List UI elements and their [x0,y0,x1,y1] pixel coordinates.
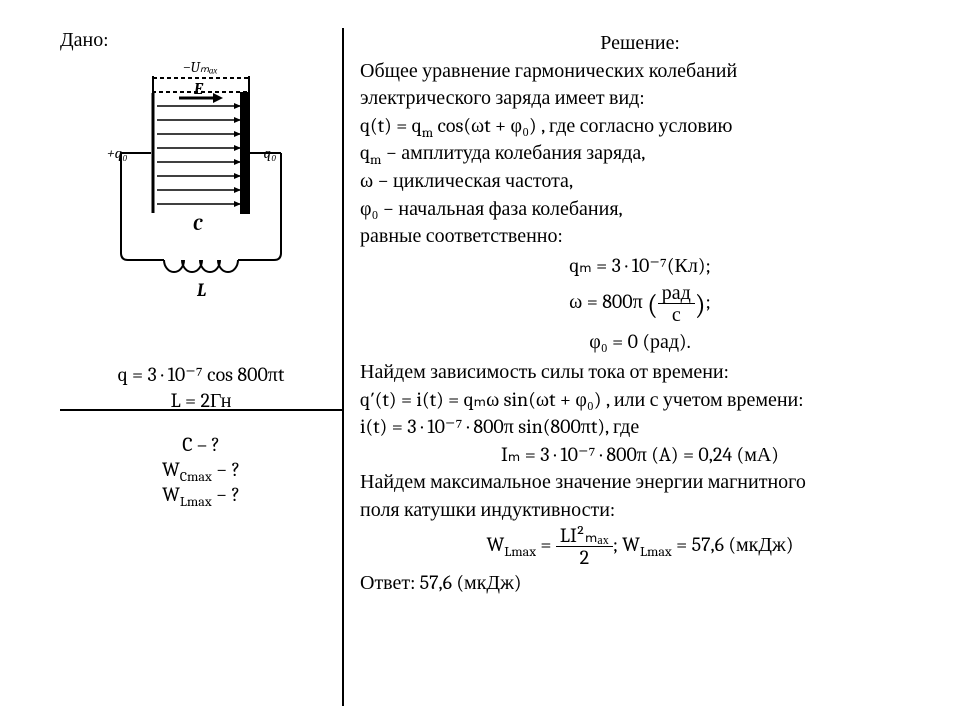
sol-line-5: ω − циклическая частота, [360,168,920,194]
sol-line-11: Найдем максимальное значение энергии маг… [360,469,920,495]
sol-line-4: qm − амплитуда колебания заряда, [360,140,920,166]
wl-lead: W [487,533,505,556]
wl-sub1: Lmax [504,543,536,560]
sol3b: cos(ωt + φ₀) , где согласно условию [433,114,732,137]
val-phi: φ₀ = 0 (рад). [589,329,691,355]
find-wl: WLmax − ? [60,483,342,506]
label-c: C [193,216,203,235]
omega-den: с [658,304,695,325]
sol-line-2: электрического заряда имеет вид: [360,85,920,111]
val-omega: ω = 800π (радс); [569,282,711,325]
sol-line-1: Общее уравнение гармонических колебаний [360,58,920,84]
label-umax: −Uₘₐₓ [183,58,218,76]
answer-line: Ответ: 57,6 (мкДж) [360,570,920,596]
given-l: L = 2Гн [60,389,342,413]
label-q-plus: +q₀ [107,144,128,162]
omega-a: ω = 800π [569,291,647,314]
sol-line-9: q′(t) = i(t) = qₘω sin(ωt + φ₀) , или с … [360,387,920,413]
sol-line-3: q(t) = qm cos(ωt + φ₀) , где согласно ус… [360,113,920,139]
val-im: Iₘ = 3 · 10⁻⁷ · 800π (A) = 0,24 (мА) [360,442,920,468]
wl-den: 2 [556,547,613,568]
given-column: Дано: [60,28,342,712]
sol-line-12: поля катушки индуктивности: [360,497,920,523]
sol3a: q(t) = q [360,114,422,137]
sol-line-6: φ₀ − начальная фаза колебания, [360,196,920,222]
sol4a: q [360,141,370,164]
find-wc: WCmax − ? [60,458,342,481]
wl-sub2: Lmax [640,543,672,560]
column-separator [342,28,344,706]
lc-circuit-diagram: −Uₘₐₓ E +q₀ −q₀ C L [91,58,311,308]
given-label: Дано: [60,28,342,52]
sol-line-7: равные соответственно: [360,223,920,249]
val-wl: WLmax = LI²ₘₐₓ2; WLmax = 57,6 (мкДж) [360,525,920,568]
omega-num: рад [658,282,695,304]
find-c: C – ? [60,433,342,456]
sol-line-8: Найдем зависимость силы тока от времени: [360,359,920,385]
sol4b: − амплитуда колебания заряда, [381,141,645,164]
page-root: Дано: [0,0,960,720]
given-q: q = 3 · 10⁻⁷ cos 800πt [60,362,342,387]
solution-title: Решение: [360,30,920,56]
values-block: qₘ = 3 · 10⁻⁷(Кл); ω = 800π (радс); φ₀ =… [360,251,920,357]
omega-b: ; [706,291,711,314]
label-e-vector: E [193,80,204,98]
label-l: L [196,280,206,301]
wl-eq: = [536,533,556,556]
label-q-minus: −q₀ [256,144,276,162]
given-values: q = 3 · 10⁻⁷ cos 800πt L = 2Гн C – ? WCm… [60,360,342,508]
sol-line-10: i(t) = 3 · 10⁻⁷ · 800π sin(800πt), где [360,414,920,440]
wl-num: LI²ₘₐₓ [556,525,613,547]
val-qm: qₘ = 3 · 10⁻⁷(Кл); [569,253,711,279]
solution-column: Решение: Общее уравнение гармонических к… [342,28,920,712]
wl-tail: ; W [613,533,640,556]
wl-tail2: = 57,6 (мкДж) [672,533,794,556]
